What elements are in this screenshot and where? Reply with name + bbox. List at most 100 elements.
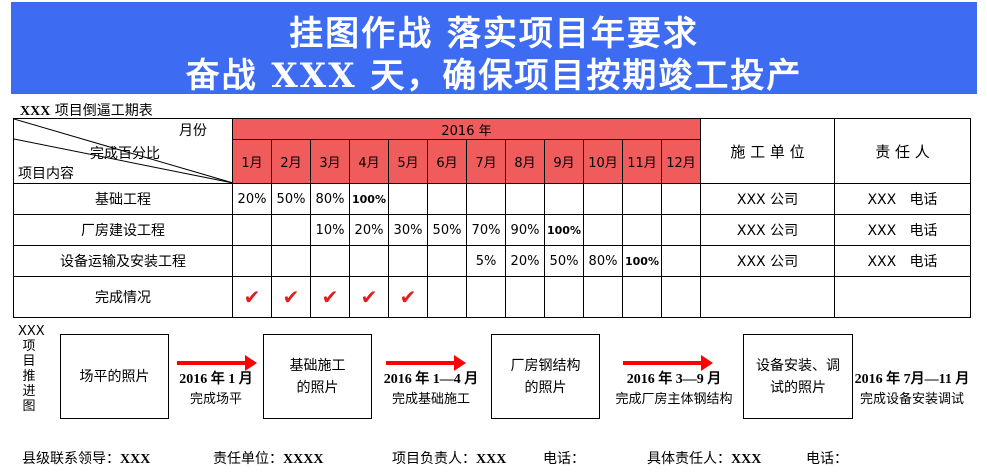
footer-pm: 项目负责人：XXX: [392, 448, 506, 468]
photo-site-leveling: 场平的照片: [60, 334, 169, 419]
checkmark-icon: ✔: [321, 285, 339, 309]
progress-side-label-text: XXX 项 目 推 进 图: [18, 324, 45, 414]
step-2-date: 2016 年 1—4 月: [383, 372, 479, 387]
banner-line-2: 奋战 XXX 天，确保项目按期竣工投产: [185, 56, 803, 96]
checkmark-icon: ✔: [243, 285, 261, 309]
status-cell: [661, 276, 701, 318]
month-header: 3月: [310, 139, 350, 184]
percent-cell: [271, 245, 311, 277]
status-empty-cell: [700, 276, 835, 318]
percent-cell: [622, 214, 662, 246]
status-row-name: 完成情况: [13, 276, 233, 318]
photo-foundation: 基础施工 的照片: [263, 334, 372, 419]
row-unit: XXX 公司: [700, 245, 835, 277]
month-header: 4月: [349, 139, 389, 184]
step-4-date: 2016 年 7月—11 月: [854, 372, 970, 387]
percent-cell: [622, 183, 662, 215]
step-4-desc: 完成设备安装调试: [859, 392, 964, 407]
checkmark-icon: ✔: [282, 285, 300, 309]
photo-foundation-label: 基础施工 的照片: [289, 357, 346, 396]
step-2: 2016 年 1—4 月 完成基础施工: [378, 370, 484, 410]
footer-owner-value: XXX: [731, 452, 762, 467]
percent-cell: 100%: [622, 245, 662, 277]
step-3-date: 2016 年 3—9 月: [626, 372, 722, 387]
status-cell: ✔: [271, 276, 311, 318]
table-caption: XXX 项目倒逼工期表: [20, 100, 153, 120]
schedule-table: 月份 完成百分比 项目内容 2016 年 施 工 单 位 责 任 人 1月 2月 3…: [13, 118, 971, 318]
percent-cell: 80%: [310, 183, 350, 215]
arrow-right-icon: [386, 355, 466, 371]
percent-cell: [505, 183, 545, 215]
step-3: 2016 年 3—9 月 完成厂房主体钢结构: [606, 370, 742, 410]
percent-cell: [544, 183, 584, 215]
percent-cell: 20%: [505, 245, 545, 277]
step-1-desc: 完成场平: [189, 392, 242, 407]
table-row: 厂房建设工程 10% 20% 30% 50% 70% 90% 100% XXX 公司 XXX 电话: [13, 214, 971, 246]
status-cell: ✔: [310, 276, 350, 318]
month-header: 11月: [622, 139, 662, 184]
step-2-desc: 完成基础施工: [391, 392, 470, 407]
photo-steel-structure-label: 厂房钢结构 的照片: [510, 357, 581, 396]
status-row: 完成情况 ✔ ✔ ✔ ✔ ✔: [13, 276, 971, 318]
year-header: 2016 年: [232, 118, 701, 140]
step-1: 2016 年 1 月 完成场平: [173, 370, 259, 410]
percent-cell: [388, 245, 428, 277]
footer-unit: 责任单位：XXXX: [213, 448, 323, 468]
step-1-date: 2016 年 1 月: [179, 372, 253, 387]
month-header: 2月: [271, 139, 311, 184]
percent-cell: [661, 214, 701, 246]
progress-side-label: XXX 项 目 推 进 图: [18, 324, 45, 414]
percent-cell: 50%: [271, 183, 311, 215]
corner-item-label: 项目内容: [18, 166, 74, 182]
unit-header: 施 工 单 位: [700, 118, 835, 184]
corner-diagonal-lines: [14, 119, 232, 183]
footer-phone-2: 电话：: [806, 448, 848, 468]
percent-cell: 20%: [349, 214, 389, 246]
percent-cell: [583, 214, 623, 246]
footer-pm-label: 项目负责人：: [392, 451, 476, 467]
month-header: 1月: [232, 139, 272, 184]
percent-cell: 10%: [310, 214, 350, 246]
month-header: 8月: [505, 139, 545, 184]
status-cell: [544, 276, 584, 318]
table-row: 基础工程 20% 50% 80% 100% XXX 公司 XXX 电话: [13, 183, 971, 215]
status-cell: [583, 276, 623, 318]
photo-steel-structure: 厂房钢结构 的照片: [491, 334, 600, 419]
percent-cell: [661, 183, 701, 215]
month-header: 7月: [466, 139, 506, 184]
percent-cell: 90%: [505, 214, 545, 246]
percent-cell: 80%: [583, 245, 623, 277]
status-cell: [505, 276, 545, 318]
footer-phone-1-label: 电话：: [543, 451, 585, 467]
percent-cell: [232, 214, 272, 246]
footer-phone-1: 电话：: [543, 448, 585, 468]
status-cell: ✔: [388, 276, 428, 318]
percent-cell: [583, 183, 623, 215]
row-item-name: 基础工程: [13, 183, 233, 215]
month-header: 5月: [388, 139, 428, 184]
percent-cell: 30%: [388, 214, 428, 246]
percent-cell: [388, 183, 428, 215]
photo-equipment-install: 设备安装、调 试的照片: [743, 334, 853, 419]
percent-cell: [427, 245, 467, 277]
footer-unit-label: 责任单位：: [213, 451, 283, 467]
row-unit: XXX 公司: [700, 214, 835, 246]
percent-cell: [349, 245, 389, 277]
month-header: 12月: [661, 139, 701, 184]
status-cell: [427, 276, 467, 318]
percent-cell: [466, 183, 506, 215]
percent-cell: 50%: [427, 214, 467, 246]
row-item-name: 设备运输及安装工程: [13, 245, 233, 277]
status-cell: ✔: [232, 276, 272, 318]
arrow-right-icon: [623, 355, 713, 371]
caption-prefix: XXX: [20, 104, 51, 119]
percent-cell: [232, 245, 272, 277]
row-person: XXX 电话: [834, 214, 971, 246]
month-header: 9月: [544, 139, 584, 184]
row-unit: XXX 公司: [700, 183, 835, 215]
percent-cell: 70%: [466, 214, 506, 246]
percent-cell: 100%: [349, 183, 389, 215]
corner-month-label: 月份: [179, 123, 207, 139]
row-person: XXX 电话: [834, 183, 971, 215]
footer-unit-value: XXXX: [283, 452, 324, 467]
